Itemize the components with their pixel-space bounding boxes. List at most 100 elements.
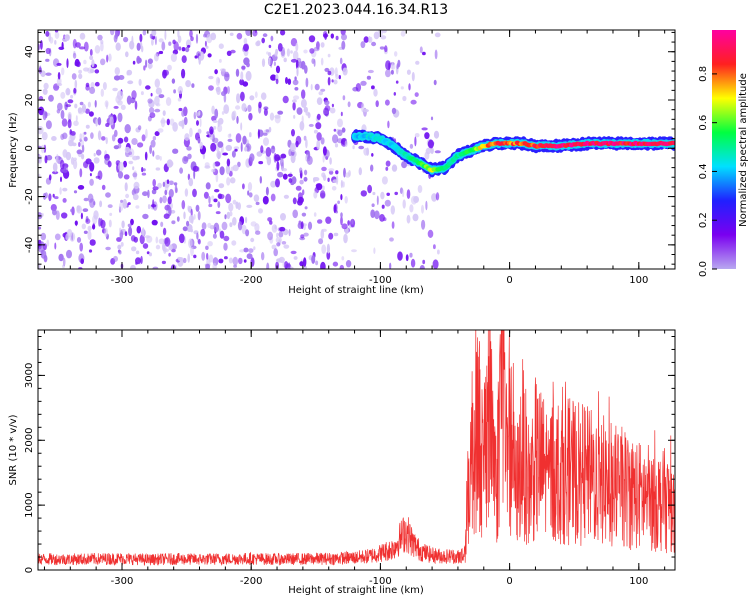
noise-speck: [95, 118, 98, 127]
noise-speck: [300, 234, 305, 239]
noise-speck: [332, 261, 339, 267]
noise-speck: [135, 261, 138, 265]
noise-speck: [339, 264, 344, 269]
noise-speck: [108, 219, 112, 228]
noise-speck: [345, 260, 352, 268]
noise-speck: [322, 185, 325, 191]
noise-speck: [87, 230, 92, 241]
noise-speck: [154, 131, 160, 137]
noise-speck: [234, 148, 238, 152]
noise-speck: [226, 86, 230, 95]
noise-speck: [195, 33, 199, 44]
noise-speck: [132, 155, 139, 161]
noise-speck: [151, 30, 157, 37]
noise-speck: [62, 198, 67, 203]
noise-speck: [54, 40, 57, 45]
noise-speck: [207, 222, 212, 229]
noise-speck: [225, 164, 231, 175]
noise-speck: [309, 48, 315, 54]
noise-speck: [152, 266, 159, 269]
noise-speck: [56, 62, 62, 66]
noise-speck: [371, 203, 375, 207]
noise-speck: [371, 41, 377, 47]
noise-speck: [145, 128, 148, 139]
colorbar-tick-label: 0.0: [698, 261, 709, 277]
noise-speck: [78, 46, 86, 50]
noise-speck: [246, 204, 253, 208]
noise-speck: [78, 142, 81, 147]
noise-speck: [396, 63, 399, 70]
noise-speck: [397, 251, 403, 261]
noise-speck: [248, 248, 254, 254]
noise-speck: [81, 103, 87, 113]
noise-speck: [276, 232, 279, 238]
noise-speck: [126, 95, 132, 105]
noise-speck: [294, 76, 297, 81]
noise-speck: [273, 61, 276, 66]
noise-speck: [266, 262, 270, 269]
noise-speck: [198, 55, 201, 65]
noise-speck: [88, 111, 94, 117]
noise-speck: [287, 173, 293, 177]
noise-speck: [236, 93, 241, 104]
noise-speck: [149, 145, 153, 154]
noise-speck: [299, 261, 304, 267]
noise-speck: [384, 45, 388, 53]
noise-speck: [159, 197, 163, 204]
noise-speck: [178, 107, 183, 112]
noise-speck: [80, 212, 83, 220]
noise-speck: [288, 229, 291, 237]
y-tick-label: 0: [24, 567, 35, 573]
noise-speck: [318, 238, 324, 245]
noise-speck: [125, 193, 130, 199]
noise-speck: [142, 168, 146, 172]
noise-speck: [89, 49, 93, 56]
noise-speck: [214, 161, 221, 167]
noise-speck: [137, 142, 144, 148]
noise-speck: [67, 111, 72, 120]
noise-speck: [232, 256, 238, 266]
noise-speck: [269, 112, 275, 121]
noise-speck: [152, 150, 155, 157]
noise-speck: [406, 69, 411, 75]
noise-speck: [322, 174, 327, 181]
noise-speck: [105, 246, 111, 251]
noise-speck: [201, 222, 207, 230]
noise-speck: [162, 110, 166, 116]
noise-speckles: [38, 30, 441, 269]
noise-speck: [41, 131, 48, 141]
noise-speck: [149, 112, 156, 119]
noise-speck: [109, 212, 113, 216]
noise-speck: [433, 130, 440, 139]
y-tick-label: 2000: [24, 428, 35, 453]
noise-speck: [311, 255, 316, 264]
noise-speck: [371, 85, 375, 90]
noise-speck: [90, 82, 95, 89]
noise-speck: [225, 144, 232, 152]
noise-speck: [213, 222, 220, 233]
noise-speck: [104, 227, 108, 237]
noise-speck: [380, 35, 387, 40]
noise-speck: [249, 95, 255, 101]
noise-speck: [262, 33, 268, 38]
noise-speck: [316, 132, 322, 141]
noise-speck: [136, 225, 142, 234]
noise-speck: [390, 205, 395, 215]
noise-speck: [204, 162, 210, 168]
noise-speck: [219, 230, 225, 239]
noise-speck: [145, 85, 151, 90]
noise-speck: [260, 92, 267, 100]
noise-speck: [210, 142, 217, 152]
noise-speck: [421, 219, 426, 230]
noise-speck: [259, 176, 262, 184]
noise-speck: [229, 133, 232, 137]
noise-speck: [351, 218, 354, 225]
noise-speck: [119, 227, 122, 233]
x-tick-label: -300: [111, 275, 134, 286]
noise-speck: [245, 216, 248, 224]
noise-speck: [257, 128, 260, 139]
noise-speck: [390, 69, 394, 75]
noise-speck: [231, 150, 236, 158]
